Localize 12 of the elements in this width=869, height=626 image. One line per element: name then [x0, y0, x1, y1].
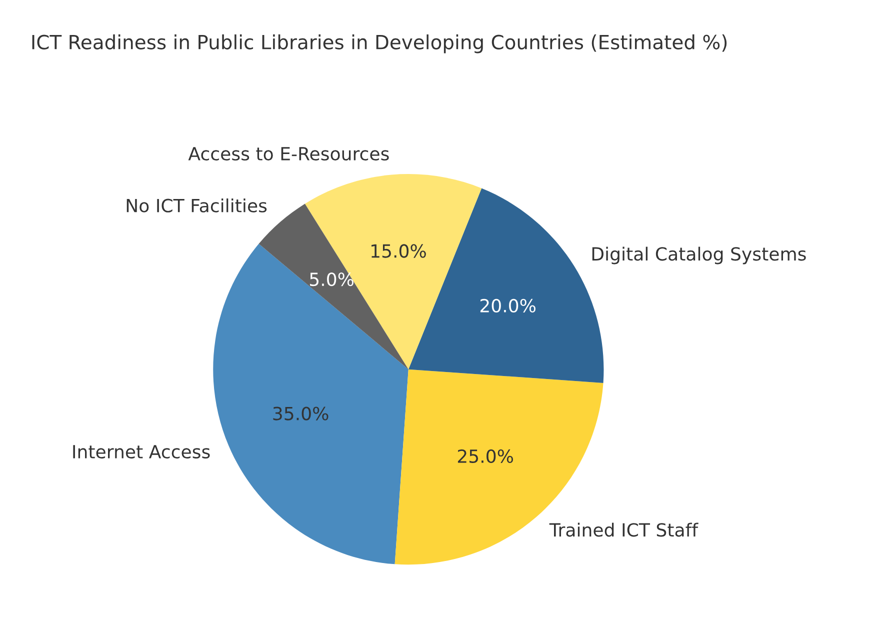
slice-label: Access to E-Resources — [188, 147, 389, 161]
data-label: 25.0% — [458, 449, 513, 464]
pie-slice — [304, 174, 482, 370]
data-label: 15.0% — [372, 244, 426, 258]
slice-label: Internet Access — [73, 445, 210, 459]
data-label: 20.0% — [480, 298, 536, 312]
data-label: 35.0% — [273, 406, 328, 420]
data-label: 5.0% — [310, 272, 354, 286]
slice-label: Digital Catalog Systems — [592, 246, 806, 264]
slice-label: No ICT Facilities — [126, 198, 267, 212]
chart-title: ICT Readiness in Public Libraries in Developing Countries (Estimated %) — [32, 34, 727, 54]
slice-label: Trained ICT Staff — [549, 522, 698, 537]
